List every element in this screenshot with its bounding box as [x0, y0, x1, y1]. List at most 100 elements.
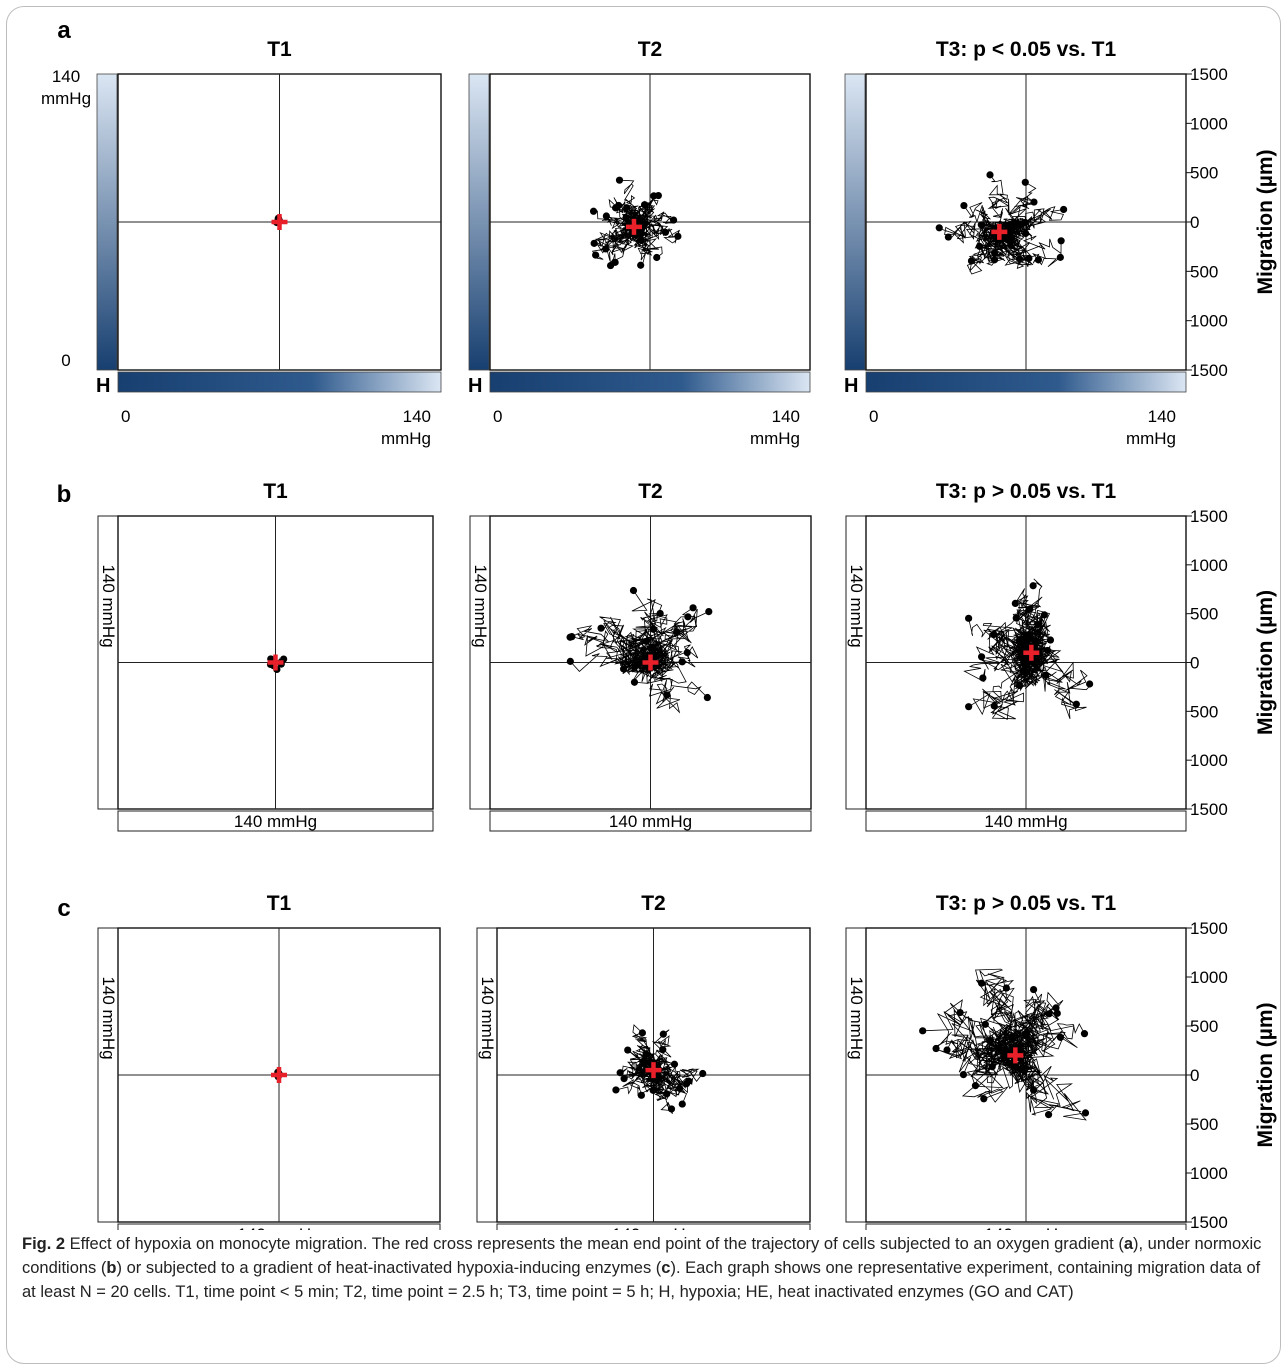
right-axis-tick-label: 1000 — [1190, 556, 1228, 575]
oxygen-gradient-bar-vertical — [468, 73, 490, 371]
cell-trajectory — [651, 1065, 694, 1086]
control-bar-horizontal — [489, 810, 812, 832]
caption-text: ), under normoxic conditions ( — [22, 1235, 1262, 1277]
trajectory-endpoint — [1056, 253, 1064, 261]
right-axis-tick-label: 0 — [1190, 654, 1199, 673]
trajectory-endpoint — [566, 657, 574, 665]
cell-trajectory — [995, 221, 1040, 266]
trajectory-endpoint — [637, 1091, 645, 1099]
trajectory-endpoint — [1081, 1109, 1090, 1117]
control-bar-horizontal — [496, 1223, 811, 1230]
bottom-concentration-label: 140 mmHg — [234, 812, 317, 831]
trajectory-endpoint — [629, 586, 638, 595]
control-bar-vertical — [97, 927, 119, 1223]
side-concentration-label: 140 mmHg — [99, 564, 118, 647]
control-bar-vertical — [469, 515, 491, 810]
right-axis-tick-label: 500 — [1190, 1115, 1218, 1134]
cell-trajectory — [1003, 221, 1061, 268]
trajectory-endpoint — [630, 678, 639, 686]
side-concentration-label: 140 mmHg — [847, 976, 866, 1059]
bottom-axis-max-label: 140 mmHg — [381, 407, 431, 448]
right-axis-tick-label: 500 — [1190, 164, 1218, 183]
panel-title: T2 — [638, 480, 663, 503]
bottom-axis-min-label: 0 — [493, 407, 502, 426]
trajectory-endpoint — [631, 662, 639, 670]
trajectory-endpoint — [589, 207, 598, 215]
migration-panel: T3: p > 0.05 vs. T1 140 mmHg 140 mmHg 1500 1… — [845, 480, 1277, 832]
trajectory-endpoint — [986, 171, 994, 179]
trajectory-endpoint — [1029, 985, 1038, 994]
trajectory-endpoint — [612, 1086, 620, 1094]
mean-endpoint-cross — [1007, 1047, 1024, 1064]
control-bar-vertical — [845, 927, 867, 1223]
trajectory-endpoint — [653, 253, 661, 262]
right-axis-tick-label: 1000 — [1190, 968, 1228, 987]
oxygen-gradient-bar-horizontal — [865, 371, 1187, 393]
trajectory-endpoint — [683, 1079, 691, 1088]
trajectory-endpoint — [673, 628, 681, 636]
trajectory-endpoint — [678, 658, 686, 666]
trajectory-endpoint — [967, 257, 976, 265]
cell-trajectory — [944, 999, 1030, 1076]
trajectory-endpoint — [1060, 205, 1068, 214]
right-axis-tick-label: 500 — [1190, 702, 1218, 721]
panel-title: T1 — [267, 38, 292, 61]
cell-trajectory — [968, 644, 1041, 716]
migration-panel: T1 140 mmHg 140 mmHg HE — [82, 892, 441, 1230]
trajectory-endpoint — [1026, 605, 1034, 613]
trajectory-endpoint — [981, 1020, 989, 1028]
figure-frame — [6, 6, 1281, 1364]
panel-title: T1 — [267, 892, 292, 915]
right-axis-tick-label: 500 — [1190, 605, 1218, 624]
right-axis-tick-label: 1000 — [1190, 1164, 1228, 1183]
trajectory-endpoint — [1029, 582, 1037, 590]
hypoxia-label: H — [468, 375, 482, 397]
trajectory-endpoint — [592, 251, 600, 259]
trajectory-endpoint — [674, 232, 682, 240]
trajectory-endpoint — [641, 201, 649, 209]
hypoxia-label: H — [96, 375, 110, 397]
trajectory-endpoint — [971, 1082, 980, 1090]
trajectory-endpoint — [667, 1105, 676, 1113]
trajectory-endpoint — [1045, 1010, 1053, 1018]
trajectory-endpoint — [1018, 220, 1027, 228]
side-concentration-label: 140 mmHg — [471, 564, 490, 647]
panel-title: T3: p > 0.05 vs. T1 — [936, 892, 1117, 915]
trajectory-endpoint — [979, 674, 987, 682]
control-bar-horizontal — [865, 1223, 1187, 1230]
trajectory-endpoint — [990, 630, 998, 639]
trajectory-endpoint — [568, 633, 576, 641]
mean-endpoint-cross — [991, 223, 1008, 240]
right-axis-tick-label: 0 — [1190, 213, 1199, 232]
trajectory-endpoint — [1043, 646, 1052, 655]
trajectory-endpoint — [1021, 178, 1029, 186]
trajectory-endpoint — [959, 1070, 968, 1079]
trajectory-endpoint — [616, 1069, 624, 1077]
trajectory-endpoint — [980, 1095, 988, 1103]
trajectory-endpoint — [663, 1090, 671, 1098]
migration-axis-label: Migration (µm) — [1254, 1002, 1277, 1147]
right-axis-tick-label: 1000 — [1190, 751, 1228, 770]
panel-title: T2 — [638, 38, 663, 61]
right-axis-tick-label: 1500 — [1190, 1213, 1228, 1230]
oxygen-gradient-bar-horizontal — [117, 371, 442, 393]
trajectory-endpoint — [597, 624, 605, 632]
cell-trajectory — [1009, 1023, 1085, 1076]
trajectory-endpoint — [1072, 700, 1080, 708]
migration-panel: T2 140 mmHg 140 mmHg — [469, 480, 812, 832]
side-concentration-label: 140 mmHg — [99, 976, 118, 1059]
right-axis-tick-label: 1500 — [1190, 361, 1228, 380]
migration-axis-label: Migration (µm) — [1254, 149, 1277, 294]
right-axis-tick-label: 0 — [1190, 1066, 1199, 1085]
bottom-concentration-label: 140 mmHg — [237, 1225, 320, 1230]
trajectory-endpoint — [1053, 1009, 1061, 1017]
cell-trajectory — [985, 973, 1029, 1076]
trajectory-endpoint — [703, 693, 711, 702]
cell-trajectory — [1019, 624, 1051, 663]
right-axis-tick-label: 1000 — [1190, 114, 1228, 133]
trajectory-endpoint — [1002, 984, 1010, 992]
right-axis-tick-label: 1500 — [1190, 507, 1228, 526]
trajectory-endpoint — [670, 1060, 679, 1068]
bottom-concentration-label: 140 mmHg — [612, 1225, 695, 1230]
cell-trajectory — [629, 203, 655, 229]
